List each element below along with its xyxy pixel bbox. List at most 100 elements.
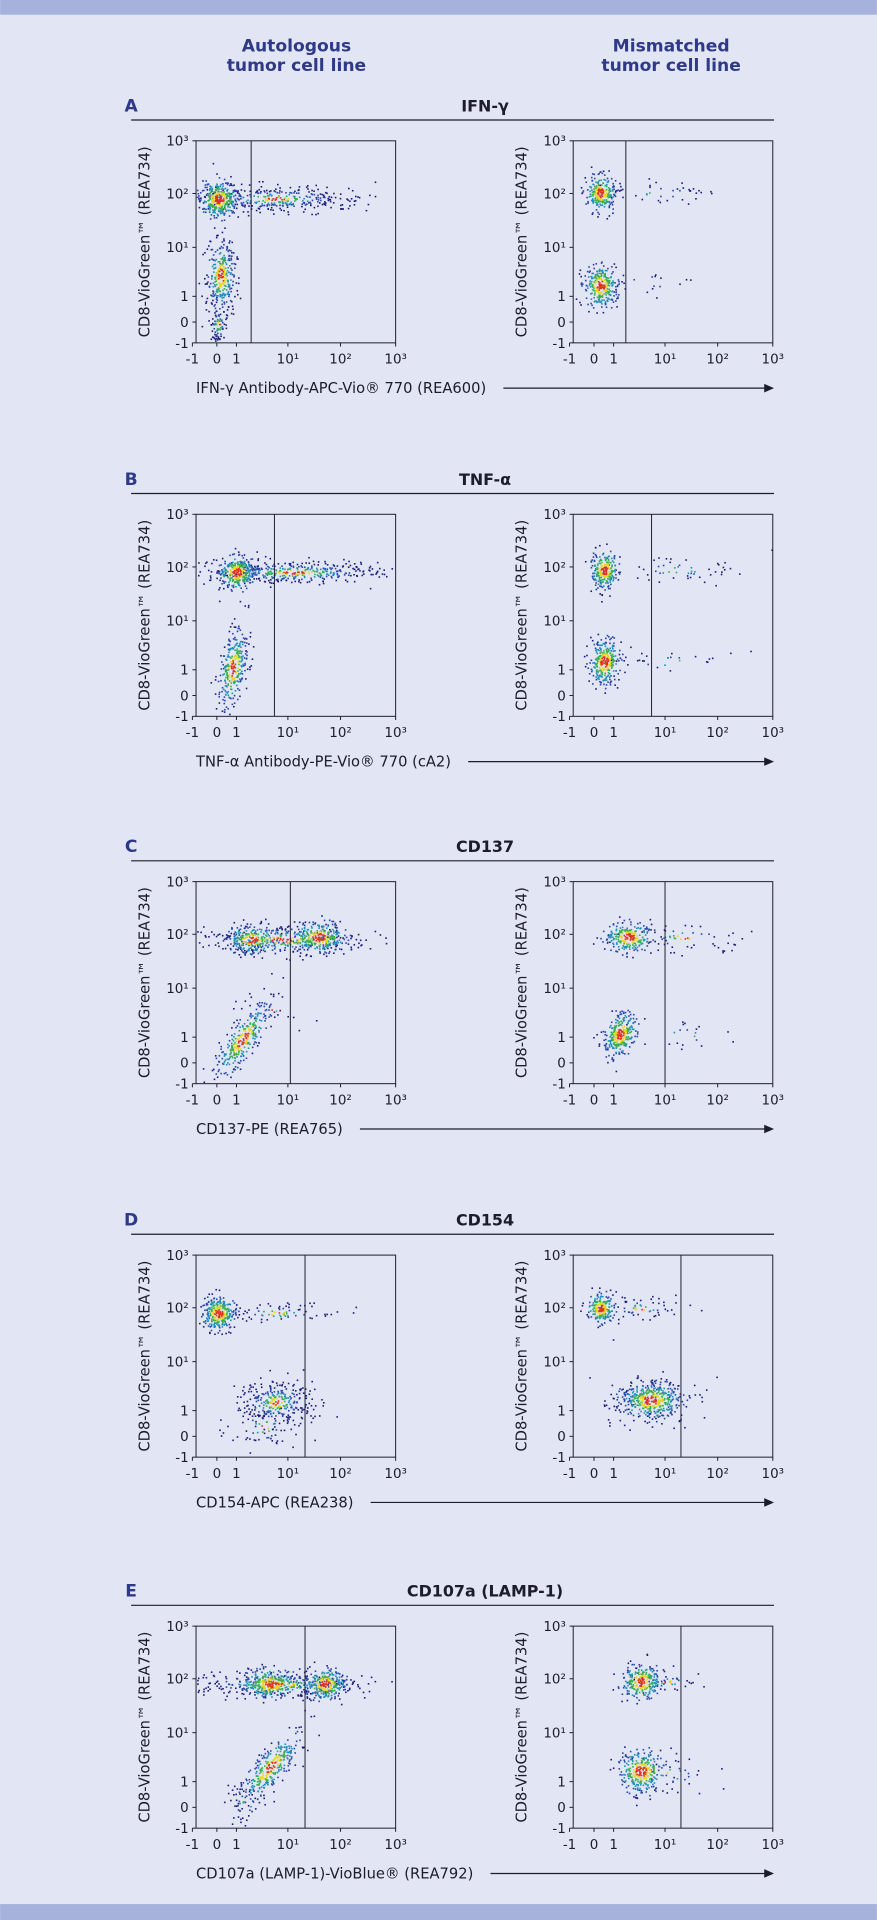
event-dot bbox=[350, 948, 353, 951]
event-dot bbox=[223, 196, 226, 198]
event-dot bbox=[593, 666, 595, 668]
event-dot bbox=[269, 572, 272, 575]
x-tick-label: 1 bbox=[232, 1093, 241, 1108]
event-dot bbox=[615, 285, 617, 288]
event-dot bbox=[597, 676, 600, 679]
event-dot bbox=[700, 1045, 703, 1047]
event-dot bbox=[214, 200, 217, 202]
event-dot bbox=[316, 567, 318, 570]
event-dot bbox=[627, 1020, 630, 1023]
event-dot bbox=[277, 196, 279, 198]
event-dot bbox=[222, 1062, 225, 1065]
event-dot bbox=[212, 196, 215, 199]
event-dot bbox=[323, 930, 325, 932]
event-dot bbox=[678, 564, 681, 567]
event-dot bbox=[231, 622, 234, 625]
event-dot bbox=[208, 193, 211, 196]
event-dot bbox=[352, 567, 354, 570]
event-dot bbox=[283, 571, 285, 574]
event-dot bbox=[246, 923, 249, 925]
event-dot bbox=[307, 202, 310, 204]
event-dot bbox=[648, 941, 651, 944]
event-dot bbox=[309, 568, 312, 571]
event-dot bbox=[303, 576, 306, 579]
event-dot bbox=[319, 944, 322, 946]
event-dot bbox=[610, 576, 613, 579]
event-dot bbox=[235, 644, 237, 647]
event-dot bbox=[326, 936, 329, 938]
event-dot bbox=[595, 290, 597, 293]
event-dot bbox=[242, 591, 244, 593]
y-axis-label: CD8-VioGreen™ (REA734) bbox=[137, 887, 154, 1078]
event-dot bbox=[610, 934, 613, 937]
event-dot bbox=[606, 283, 608, 285]
event-dot bbox=[233, 205, 235, 208]
event-dot bbox=[598, 284, 601, 287]
event-dot bbox=[204, 184, 207, 186]
event-dot bbox=[276, 938, 278, 941]
event-dot bbox=[223, 288, 226, 290]
event-dot bbox=[199, 192, 202, 194]
event-dot bbox=[645, 926, 648, 929]
event-dot bbox=[288, 563, 291, 565]
event-dot bbox=[738, 573, 741, 575]
event-dot bbox=[653, 559, 655, 562]
event-dot bbox=[234, 581, 236, 583]
event-dot bbox=[215, 298, 218, 300]
event-dot bbox=[228, 651, 230, 654]
event-dot bbox=[220, 326, 222, 329]
event-dot bbox=[218, 1068, 220, 1071]
event-dot bbox=[218, 702, 221, 704]
event-dot bbox=[599, 585, 601, 587]
event-dot bbox=[606, 654, 609, 656]
event-dot bbox=[225, 210, 228, 213]
event-dot bbox=[608, 925, 611, 928]
event-dot bbox=[606, 660, 609, 663]
event-dot bbox=[336, 565, 339, 567]
event-dot bbox=[287, 938, 289, 941]
event-dot bbox=[215, 207, 218, 209]
event-dot bbox=[591, 277, 594, 280]
event-dot bbox=[597, 189, 600, 192]
event-dot bbox=[318, 925, 321, 928]
event-dot bbox=[603, 174, 606, 176]
event-dot bbox=[608, 293, 611, 296]
event-dot bbox=[605, 570, 607, 572]
y-axis-label: CD8-VioGreen™ (REA734) bbox=[137, 146, 154, 337]
event-dot bbox=[224, 689, 226, 692]
event-dot bbox=[221, 1051, 223, 1054]
event-dot bbox=[221, 570, 223, 572]
event-dot bbox=[243, 190, 246, 192]
event-dot bbox=[210, 931, 213, 933]
event-dot bbox=[223, 1072, 226, 1075]
event-dot bbox=[220, 264, 223, 267]
event-dot bbox=[597, 192, 599, 195]
event-dot bbox=[250, 947, 252, 949]
event-dot bbox=[231, 305, 234, 308]
event-dot bbox=[221, 276, 223, 279]
event-dot bbox=[611, 557, 613, 560]
event-dot bbox=[608, 568, 611, 570]
event-dot bbox=[317, 924, 319, 927]
event-dot bbox=[596, 312, 598, 314]
event-dot bbox=[224, 568, 227, 571]
event-dot bbox=[248, 1028, 251, 1030]
event-dot bbox=[605, 569, 608, 571]
event-dot bbox=[689, 576, 692, 579]
event-dot bbox=[601, 652, 604, 654]
event-dot bbox=[327, 931, 329, 934]
event-dot bbox=[625, 945, 627, 948]
event-dot bbox=[215, 187, 218, 190]
event-dot bbox=[617, 1020, 619, 1022]
event-dot bbox=[285, 934, 288, 937]
event-dot bbox=[609, 660, 612, 663]
event-dot bbox=[206, 193, 209, 196]
event-dot bbox=[234, 547, 237, 550]
event-dot bbox=[609, 934, 611, 936]
event-dot bbox=[243, 582, 246, 585]
event-dot bbox=[218, 273, 220, 276]
event-dot bbox=[595, 194, 597, 196]
event-dot bbox=[633, 1040, 636, 1043]
event-dot bbox=[235, 568, 238, 571]
